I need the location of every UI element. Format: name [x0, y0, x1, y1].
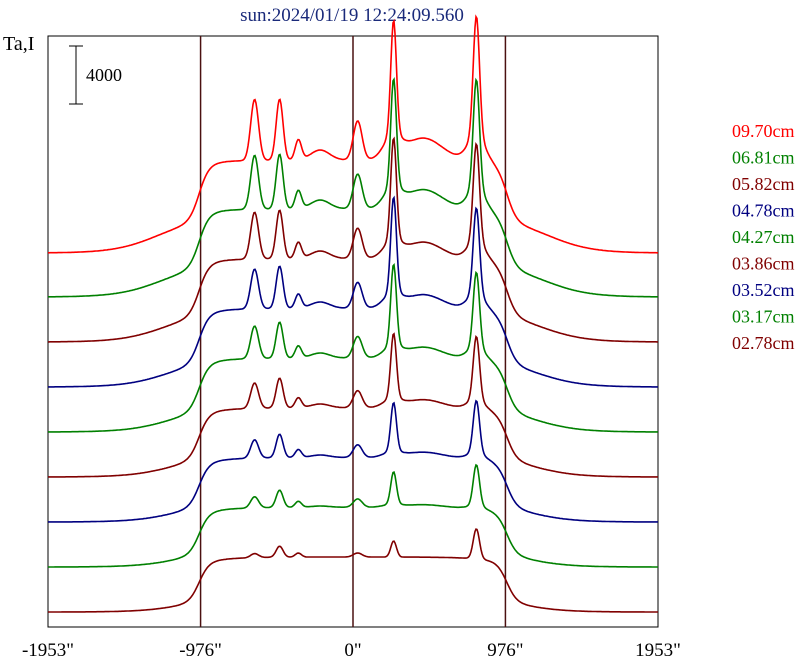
series-line	[48, 263, 658, 433]
legend-entry: 03.52cm	[732, 280, 795, 300]
legend-entry: 04.27cm	[732, 227, 795, 247]
chart-title: sun:2024/01/19 12:24:09.560	[240, 5, 464, 26]
x-tick-label: 1953"	[635, 640, 681, 661]
series-line	[48, 528, 658, 613]
legend-entry: 05.82cm	[732, 174, 795, 194]
series-line	[48, 399, 658, 523]
series-line	[48, 14, 658, 254]
legend-entry: 04.78cm	[732, 201, 795, 221]
x-tick-label: -1953"	[22, 640, 74, 661]
series-line	[48, 136, 658, 343]
legend-entry: 09.70cm	[732, 121, 795, 141]
legend: 09.70cm 06.81cm 05.82cm 04.78cm 04.27cm 03.86…	[732, 121, 795, 353]
x-tick-label: 976"	[487, 640, 523, 661]
series-line	[48, 77, 658, 298]
scale-bar: 4000	[69, 45, 122, 105]
legend-entry: 03.17cm	[732, 307, 795, 327]
series-layer	[48, 14, 658, 613]
legend-entry: 06.81cm	[732, 148, 795, 168]
y-axis-label: Ta,I	[3, 33, 34, 55]
scale-bar-label: 4000	[86, 65, 122, 85]
x-tick-label: 0"	[344, 640, 361, 661]
series-line	[48, 195, 658, 388]
legend-entry: 03.86cm	[732, 254, 795, 274]
reference-lines	[199, 36, 507, 627]
x-tick-labels: -1953" -976" 0" 976" 1953"	[22, 640, 681, 661]
legend-entry: 02.78cm	[732, 333, 795, 353]
x-tick-label: -976"	[179, 640, 222, 661]
series-line	[48, 332, 658, 478]
series-line	[48, 463, 658, 568]
